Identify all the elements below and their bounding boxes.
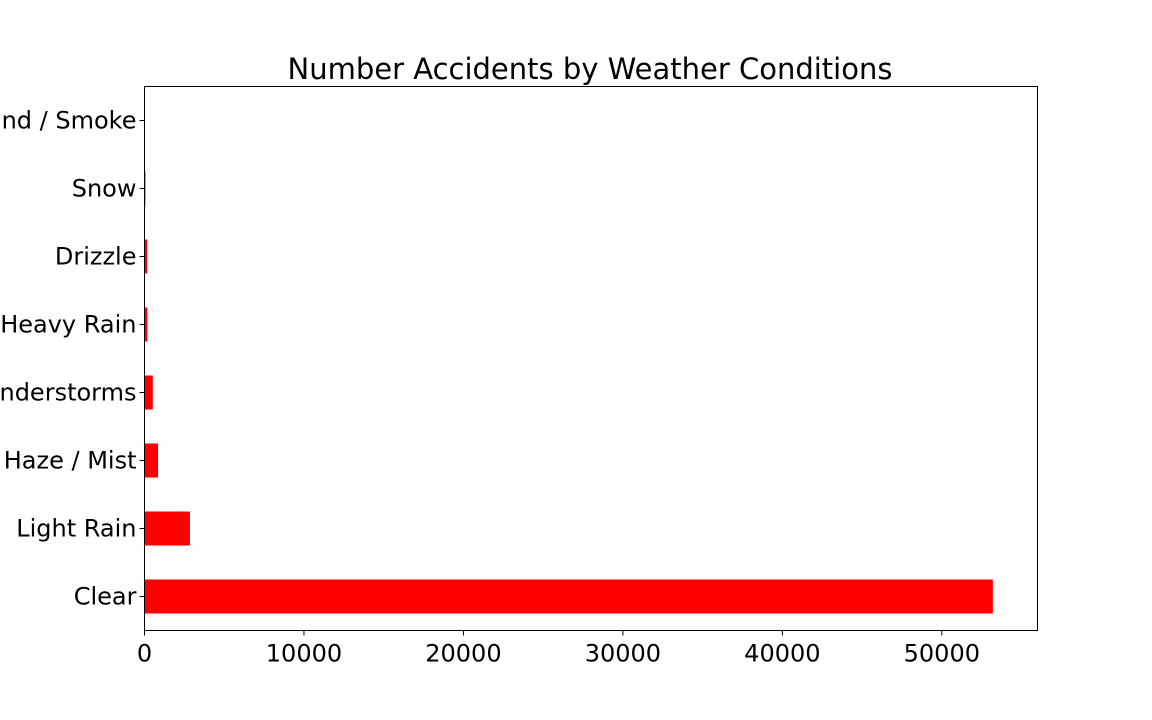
x-axis: 0 10000 20000 30000 40000 50000 xyxy=(137,630,980,668)
y-tick-label: Snow xyxy=(72,175,137,203)
bar-haze-mist xyxy=(144,443,159,478)
y-tick-label: Light Rain xyxy=(16,515,136,543)
x-tick-label: 30000 xyxy=(585,640,661,668)
x-tick-label: 20000 xyxy=(425,640,501,668)
y-tick-label: Heavy Rain xyxy=(0,311,136,339)
bar-clear xyxy=(144,579,993,614)
bar-light-rain xyxy=(144,511,190,546)
x-tick-label: 40000 xyxy=(744,640,820,668)
bar-thunderstorms xyxy=(144,375,153,410)
bar-heavy-rain xyxy=(144,307,148,342)
y-tick-label: Clear xyxy=(74,583,137,611)
plot-frame xyxy=(144,86,1038,631)
bar-drizzle xyxy=(144,239,148,274)
bars-group xyxy=(144,103,993,614)
chart-title: Number Accidents by Weather Conditions xyxy=(288,52,893,86)
x-tick-label: 0 xyxy=(137,640,152,668)
x-tick-label: 50000 xyxy=(904,640,980,668)
y-tick-label: Drizzle xyxy=(55,243,137,271)
y-tick-label: Thunderstorms xyxy=(0,379,137,407)
x-tick-label: 10000 xyxy=(266,640,342,668)
y-tick-label: Haze / Mist xyxy=(4,447,137,475)
y-tick-label: Sand / Smoke xyxy=(0,107,137,135)
y-axis: Clear Light Rain Haze / Mist Thunderstorms H… xyxy=(0,107,145,611)
